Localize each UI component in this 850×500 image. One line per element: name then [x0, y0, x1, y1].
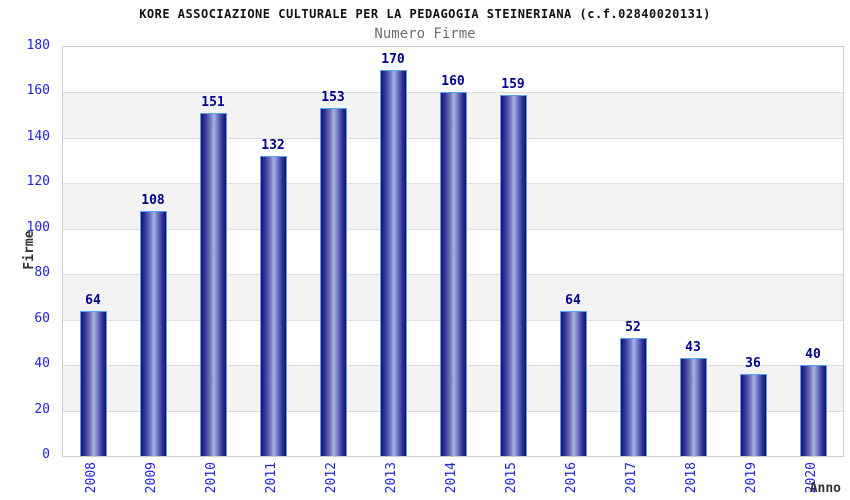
y-axis-title: Firme	[22, 230, 37, 269]
x-tick-label: 2015	[504, 462, 519, 494]
bar-value-label: 40	[805, 347, 821, 362]
x-tick-label: 2008	[84, 462, 99, 494]
bar	[380, 70, 407, 456]
bar-value-label: 132	[261, 138, 285, 153]
y-tick-label: 140	[26, 128, 50, 144]
y-tick-label: 0	[42, 447, 50, 462]
bar	[80, 311, 107, 456]
x-tick-label: 2013	[384, 462, 399, 494]
bar-value-label: 64	[85, 293, 101, 308]
x-tick-label: 2014	[444, 462, 459, 494]
bar	[560, 311, 587, 456]
bar	[260, 156, 287, 456]
y-tick-label: 120	[26, 174, 50, 190]
bar-value-label: 170	[381, 52, 405, 67]
x-tick-label: 2017	[624, 462, 639, 494]
x-tick-label: 2016	[564, 462, 579, 494]
bar	[320, 108, 347, 456]
x-tick-label: 2012	[324, 462, 339, 494]
bar	[680, 358, 707, 456]
chart-title: KORE ASSOCIAZIONE CULTURALE PER LA PEDAG…	[139, 7, 711, 21]
bar	[800, 365, 827, 456]
bar-value-label: 160	[441, 74, 465, 89]
bar	[500, 95, 527, 456]
x-tick-label: 2010	[204, 462, 219, 494]
y-axis-title-text: Firme	[22, 230, 37, 270]
x-tick-label: 2011	[264, 462, 279, 494]
x-tick-label: 2018	[684, 462, 699, 494]
plot-area: 64 108 151 132 153 170 160 159 64 52 43 36 40	[62, 46, 844, 457]
bar	[200, 113, 227, 456]
bar-value-label: 151	[201, 95, 225, 110]
bar	[140, 211, 167, 456]
bar	[740, 374, 767, 456]
bar-value-label: 43	[685, 340, 701, 355]
y-tick-label: 160	[26, 83, 50, 99]
y-tick-label: 60	[34, 310, 50, 326]
x-tick-label: 2009	[144, 462, 159, 494]
y-tick-label: 80	[34, 265, 50, 281]
y-tick-label: 20	[34, 401, 50, 417]
chart-subtitle: Numero Firme	[374, 26, 476, 42]
bar-value-label: 159	[501, 77, 525, 92]
x-axis-title: Anno	[809, 481, 841, 496]
y-tick-label: 40	[34, 356, 50, 372]
bar-value-label: 52	[625, 320, 641, 335]
y-tick-label: 100	[26, 219, 50, 235]
x-tick-label: 2019	[744, 462, 759, 494]
bar-value-label: 153	[321, 90, 345, 105]
bar-value-label: 36	[745, 356, 761, 371]
bar-value-label: 108	[141, 193, 165, 208]
bar-value-label: 64	[565, 293, 581, 308]
y-tick-label: 180	[26, 38, 50, 53]
bar	[620, 338, 647, 456]
bar	[440, 92, 467, 456]
